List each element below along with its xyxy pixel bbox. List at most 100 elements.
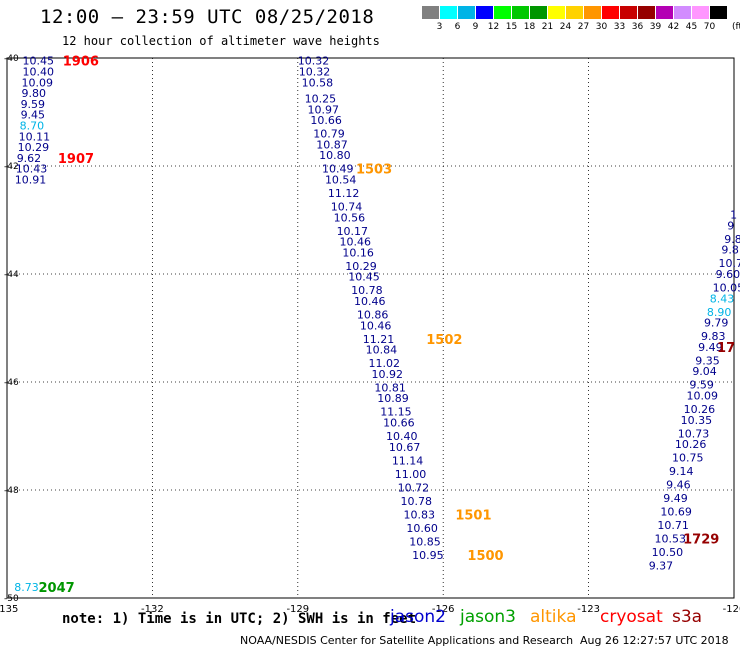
wave-height-reading: 9.80 [22,87,47,100]
satellite-legend-s3a: s3a [672,607,703,627]
wave-height-reading: 10.54 [325,174,357,187]
longitude-tick-label: -123 [577,604,600,615]
legend-swatch [476,6,493,19]
wave-height-reading: 10.7 [718,257,740,270]
wave-height-reading: 11.14 [392,454,424,467]
latitude-tick-label: -42 [4,162,19,172]
wave-height-reading: 8.90 [707,306,732,319]
longitude-tick-label: -135 [0,604,18,615]
wave-height-reading: 10.35 [681,414,713,427]
wave-height-reading: 10.50 [652,546,684,559]
wave-height-reading: 9.14 [669,465,694,478]
pass-time-label: 1906 [63,55,99,70]
wave-height-reading: 10.60 [406,522,438,535]
legend-swatch [494,6,511,19]
wave-height-reading: 10.49 [322,163,354,176]
wave-height-reading: 9.45 [21,109,46,122]
wave-height-reading: 10.67 [389,441,421,454]
wave-height-reading: 9.35 [695,354,720,367]
wave-height-reading: 11.12 [328,187,360,200]
wave-height-reading: 10.78 [401,495,433,508]
pass-time-label: 1729 [683,533,719,548]
wave-height-reading: 10.40 [23,66,54,79]
wave-height-reading: 10.83 [403,508,435,521]
wave-height-reading: 10.29 [18,141,50,154]
wave-height-reading: 10.26 [675,438,707,451]
wave-height-reading: 10.95 [412,549,444,562]
legend-swatch [566,6,583,19]
wave-height-reading: 11.02 [369,357,401,370]
legend-bin-label: 21 [541,22,554,32]
wave-height-reading: 10.66 [310,114,342,127]
wave-height-reading: 10.75 [672,452,704,465]
wave-height-reading: 9.04 [692,365,717,378]
legend-swatch [422,6,439,19]
wave-height-reading: 8.70 [20,120,45,133]
wave-height-reading: 10.40 [386,430,418,443]
wave-height-reading: 10.84 [366,344,398,357]
pass-time-label: 1503 [356,163,392,178]
wave-height-reading: 9.46 [666,479,691,492]
wave-height-reading: 10.89 [377,392,409,405]
wave-height-reading: 10.25 [305,93,337,106]
latitude-tick-label: -40 [4,54,19,64]
legend-swatch [530,6,547,19]
legend-bin-label: 36 [631,22,644,32]
wave-height-reading: 10.56 [334,211,366,224]
longitude-tick-label: -120 [723,604,740,615]
longitude-tick-label: -132 [141,604,164,615]
latitude-tick-label: -46 [4,378,19,388]
wave-height-reading: 1 [730,209,737,222]
legend-bin-label: 33 [613,22,626,32]
legend-bin-label: 30 [595,22,608,32]
wave-height-reading: 9.8 [724,233,740,246]
pass-time-label: 1501 [455,508,491,523]
legend-bin-label: 15 [505,22,518,32]
legend-swatch [584,6,601,19]
map-subtitle: 12 hour collection of altimeter wave hei… [62,34,380,48]
wave-height-reading: 10.32 [298,55,330,68]
satellite-legend-jason2: jason2 [390,607,446,627]
legend-swatch [548,6,565,19]
wave-height-reading: 10.81 [374,381,406,394]
wave-height-reading: 10.86 [357,309,389,322]
longitude-tick-label: -129 [286,604,309,615]
wave-height-reading: 10.69 [660,506,692,519]
wave-height-reading: 10.26 [684,403,716,416]
wave-height-reading: 8.73 [14,581,39,594]
satellite-legend-cryosat: cryosat [600,607,663,627]
legend-unit: (ft) [732,22,740,32]
legend-bin-label: 3 [436,22,443,32]
wave-height-reading: 9.8 [721,244,739,257]
wave-height-reading: 10.78 [351,284,383,297]
wave-height-reading: 10.46 [339,236,371,249]
wave-height-reading: 9.60 [716,268,740,281]
satellite-legend-jason3: jason3 [460,607,516,627]
legend-swatch [692,6,709,19]
wave-height-reading: 10.11 [19,130,51,143]
wave-height-reading: 11.21 [363,333,395,346]
latitude-tick-label: -50 [4,594,19,604]
wave-height-reading: 10.17 [337,225,369,238]
legend-bin-label: 39 [649,22,662,32]
pass-time-label: 17 [717,341,735,356]
wave-height-reading: 10.97 [307,103,339,116]
wave-height-reading: 10.16 [342,246,374,259]
wave-height-reading: 10.87 [316,138,348,151]
wave-height-reading: 9.59 [689,379,714,392]
generation-timestamp: Aug 26 12:27:57 UTC 2018 [580,634,729,647]
satellite-legend-altika: altika [530,607,577,627]
latitude-tick-label: -48 [4,486,19,496]
legend-bin-label: 27 [577,22,590,32]
wave-height-reading: 10.46 [360,319,392,332]
wave-height-reading: 10.73 [678,427,710,440]
wave-height-reading: 11.15 [380,406,412,419]
wave-height-reading: 10.91 [15,174,47,187]
wave-height-reading: 10.45 [23,55,54,68]
legend-bin-label: 70 [703,22,716,32]
wave-height-reading: 8.43 [710,292,735,305]
pass-time-label: 1500 [467,549,503,564]
longitude-tick-label: -126 [432,604,455,615]
legend-swatch [710,6,727,19]
wave-height-reading: 10.80 [319,149,351,162]
